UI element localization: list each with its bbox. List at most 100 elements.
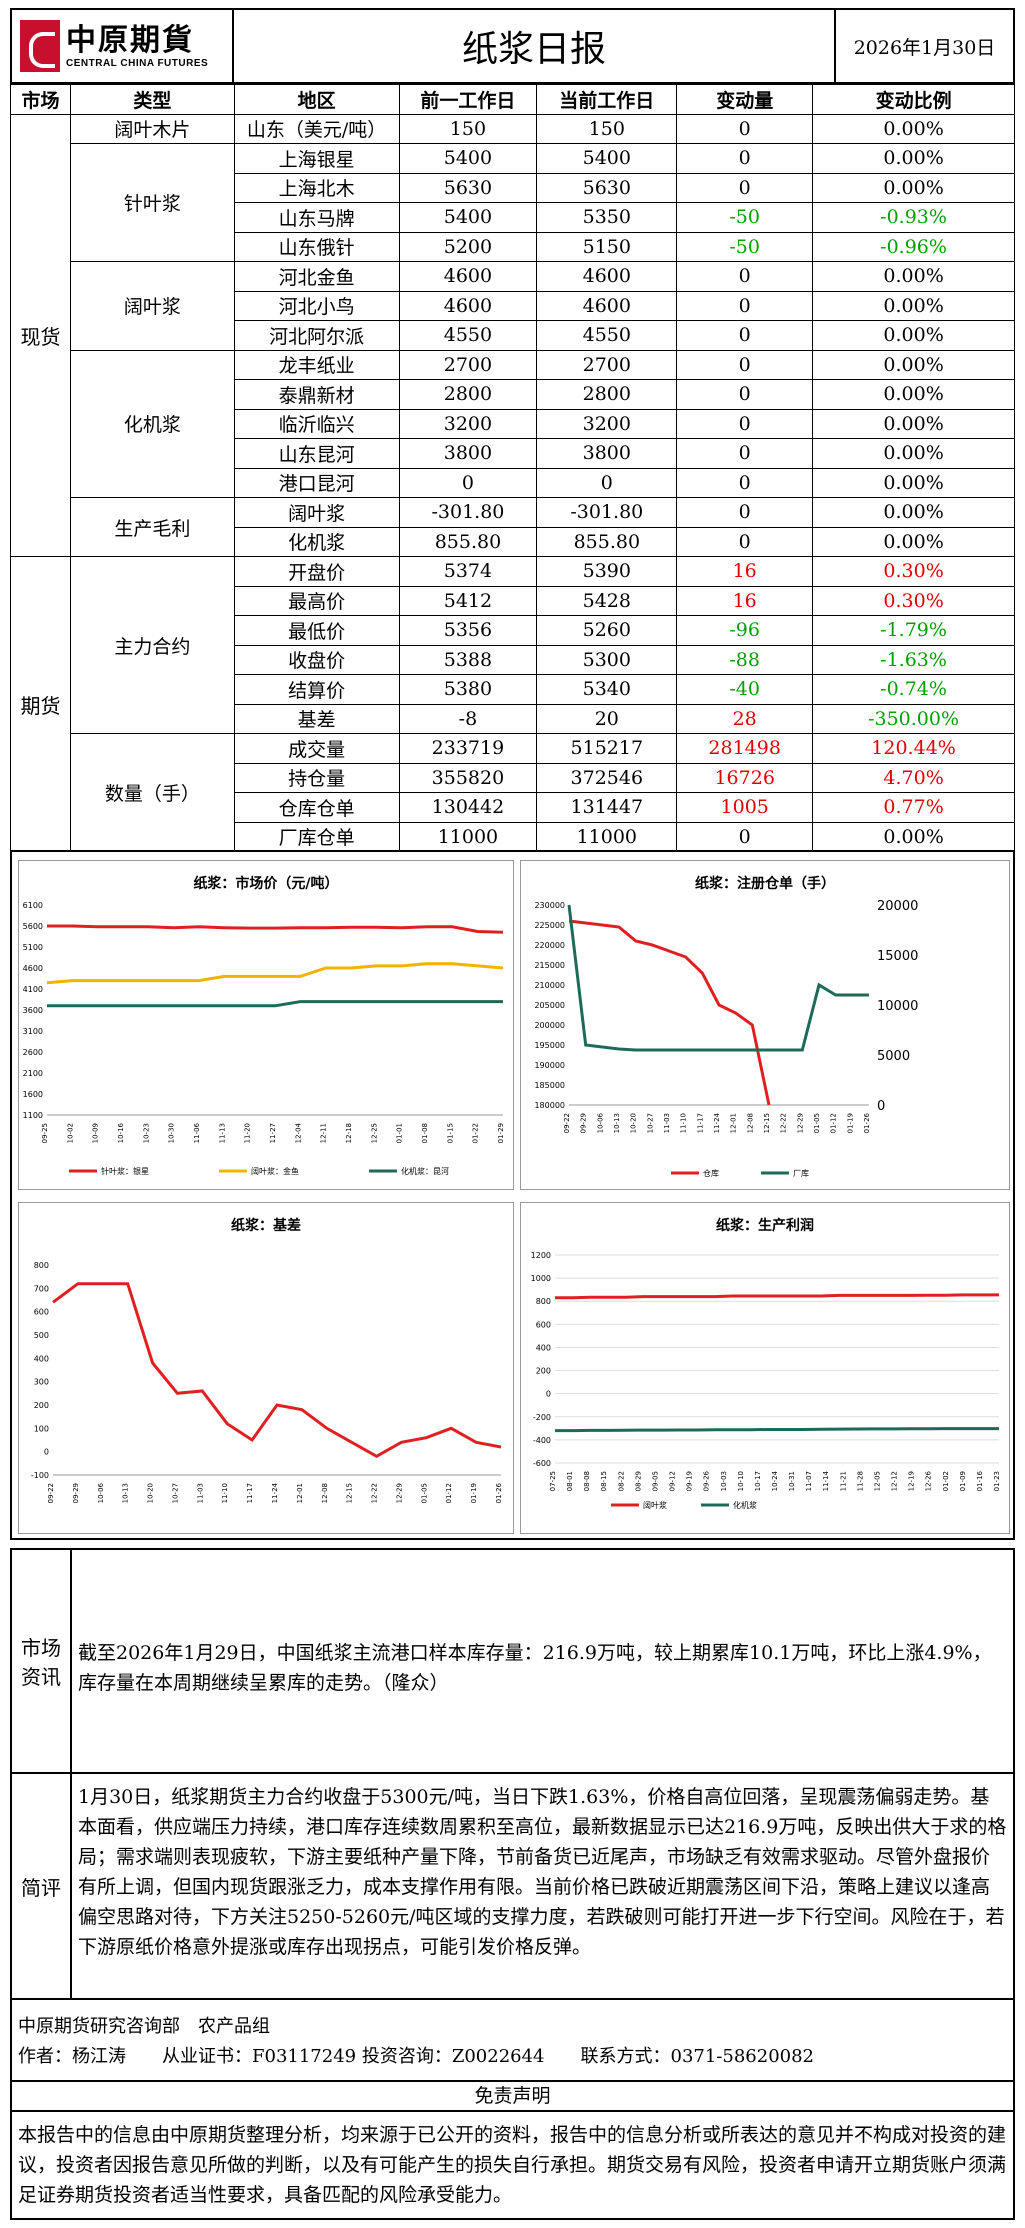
legend-label: 阔叶浆：金鱼 bbox=[251, 1166, 299, 1176]
y-tick-label: 195000 bbox=[534, 1041, 565, 1050]
x-tick-label: 09-22 bbox=[563, 1113, 571, 1133]
prev-cell: 5356 bbox=[398, 615, 538, 646]
x-tick-label: 10-31 bbox=[788, 1471, 796, 1491]
x-tick-label: 10-20 bbox=[630, 1113, 638, 1133]
region-cell: 仓库仓单 bbox=[233, 792, 400, 823]
pct-cell: -0.96% bbox=[812, 231, 1015, 262]
y-tick-label: 100 bbox=[34, 1424, 49, 1433]
x-tick-label: 01-12 bbox=[445, 1483, 453, 1503]
chg-cell: 0 bbox=[676, 290, 814, 321]
market-info-text: 截至2026年1月29日，中国纸浆主流港口样本库存量：216.9万吨，较上期累库… bbox=[78, 1642, 992, 1694]
y-tick-label: 180000 bbox=[534, 1101, 565, 1110]
series-line bbox=[568, 919, 771, 1106]
x-tick-label: 12-15 bbox=[346, 1483, 354, 1503]
x-tick-label: 11-07 bbox=[805, 1471, 813, 1491]
y-tick-label: 700 bbox=[34, 1284, 49, 1293]
table-row: 临沂临兴 3200 3200 0 0.00% bbox=[11, 408, 1015, 439]
col-header: 前一工作日 bbox=[398, 84, 538, 115]
cur-cell: 5340 bbox=[536, 674, 678, 705]
chg-cell: -40 bbox=[676, 674, 814, 705]
x-tick-label: 11-24 bbox=[713, 1112, 721, 1133]
region-cell: 基差 bbox=[233, 703, 400, 734]
cur-cell: 5350 bbox=[536, 202, 678, 233]
x-tick-label: 10-27 bbox=[171, 1483, 179, 1503]
chart-title: 纸浆：注册仓单（手） bbox=[695, 876, 835, 892]
table-row: 厂库仓单 11000 11000 0 0.00% bbox=[11, 821, 1015, 852]
chg-cell: 0 bbox=[676, 438, 814, 469]
x-tick-label: 12-29 bbox=[796, 1113, 804, 1133]
x-tick-label: 11-21 bbox=[839, 1471, 847, 1491]
charts-panel: 纸浆：市场价（元/吨） 1100 1600 2100 2600 3100 3600 4100… bbox=[10, 850, 1015, 1540]
x-tick-label: 12-15 bbox=[763, 1113, 771, 1133]
cur-cell: 150 bbox=[536, 113, 678, 144]
market-info-label: 市场资讯 bbox=[12, 1550, 72, 1772]
dept-line: 中原期货研究咨询部 农产品组 bbox=[18, 2016, 270, 2037]
type-cell: 生产毛利 bbox=[69, 497, 235, 557]
table-row: 河北小鸟 4600 4600 0 0.00% bbox=[11, 290, 1015, 321]
table-row: 上海北木 5630 5630 0 0.00% bbox=[11, 172, 1015, 203]
cur-cell: 5300 bbox=[536, 644, 678, 675]
chg-cell: 0 bbox=[676, 113, 814, 144]
x-tick-label: 01-19 bbox=[470, 1483, 478, 1503]
prev-cell: 5630 bbox=[398, 172, 538, 203]
prev-cell: 5400 bbox=[398, 202, 538, 233]
y-tick-label: 200000 bbox=[534, 1021, 565, 1030]
chg-cell: 0 bbox=[676, 467, 814, 498]
x-tick-label: 12-11 bbox=[320, 1123, 328, 1143]
cur-cell: 5150 bbox=[536, 231, 678, 262]
y-tick-label: 800 bbox=[34, 1261, 49, 1270]
col-header: 当前工作日 bbox=[536, 84, 678, 115]
warrant-svg: 1800001850001900001950002000002050002100… bbox=[534, 899, 918, 1178]
x-tick-label: 10-06 bbox=[596, 1112, 604, 1133]
series-line bbox=[555, 1293, 999, 1300]
prev-cell: 5380 bbox=[398, 674, 538, 705]
x-tick-label: 10-09 bbox=[92, 1123, 100, 1143]
market-price-chart: 纸浆：市场价（元/吨） 1100 1600 2100 2600 3100 3600 4100… bbox=[18, 860, 514, 1190]
region-cell: 河北金鱼 bbox=[233, 261, 400, 292]
report-date: 2026年1月30日 bbox=[834, 10, 1013, 82]
x-tick-label: 10-24 bbox=[771, 1470, 779, 1491]
comment-text: 1月30日，纸浆期货主力合约收盘于5300元/吨，当日下跌1.63%，价格自高位… bbox=[78, 1786, 1007, 1958]
market-info-section: 市场资讯 截至2026年1月29日，中国纸浆主流港口样本库存量：216.9万吨，… bbox=[10, 1548, 1015, 1774]
chg-cell: 28 bbox=[676, 703, 814, 734]
pct-cell: 0.00% bbox=[812, 497, 1015, 528]
chg-cell: 0 bbox=[676, 143, 814, 174]
y-tick-label: 230000 bbox=[534, 901, 565, 910]
region-cell: 最低价 bbox=[233, 615, 400, 646]
x-tick-label: 11-24 bbox=[271, 1482, 279, 1503]
prev-cell: 0 bbox=[398, 467, 538, 498]
x-tick-label: 01-22 bbox=[472, 1123, 480, 1143]
x-tick-label: 10-02 bbox=[66, 1123, 74, 1143]
y-tick-label: -600 bbox=[533, 1459, 551, 1468]
pct-cell: 0.00% bbox=[812, 261, 1015, 292]
region-cell: 成交量 bbox=[233, 733, 400, 764]
chg-cell: 0 bbox=[676, 408, 814, 439]
x-tick-label: 10-17 bbox=[754, 1471, 762, 1491]
report-title: 纸浆日报 bbox=[461, 29, 606, 70]
prev-cell: 150 bbox=[398, 113, 538, 144]
pct-cell: -1.79% bbox=[812, 615, 1015, 646]
market-cell: 期货 bbox=[10, 556, 71, 852]
x-tick-label: 10-10 bbox=[737, 1471, 745, 1491]
x-tick-label: 09-12 bbox=[669, 1471, 677, 1491]
y-tick-label: 2100 bbox=[23, 1069, 43, 1078]
y2-tick-label: 15000 bbox=[877, 949, 918, 964]
y2-tick-label: 10000 bbox=[877, 999, 918, 1014]
x-tick-label: 12-22 bbox=[371, 1483, 379, 1503]
region-cell: 临沂临兴 bbox=[233, 408, 400, 439]
y-tick-label: 300 bbox=[34, 1378, 49, 1387]
pct-cell: 0.00% bbox=[812, 172, 1015, 203]
col-header: 市场 bbox=[10, 84, 71, 115]
y-tick-label: 190000 bbox=[534, 1061, 565, 1070]
region-cell: 上海北木 bbox=[233, 172, 400, 203]
y-tick-label: 5100 bbox=[23, 943, 43, 952]
col-header: 变动量 bbox=[676, 84, 814, 115]
table-row: 持仓量 355820 372546 16726 4.70% bbox=[11, 762, 1015, 793]
y-tick-label: 1200 bbox=[531, 1251, 551, 1260]
y-tick-label: 600 bbox=[34, 1308, 49, 1317]
chart-title: 纸浆：生产利润 bbox=[716, 1218, 814, 1234]
x-tick-label: 12-18 bbox=[345, 1123, 353, 1143]
prev-cell: 2800 bbox=[398, 379, 538, 410]
x-tick-label: 10-06 bbox=[97, 1482, 105, 1503]
author-section: 中原期货研究咨询部 农产品组 作者：杨江涛 从业证书：F03117249 投资咨… bbox=[10, 2000, 1015, 2082]
